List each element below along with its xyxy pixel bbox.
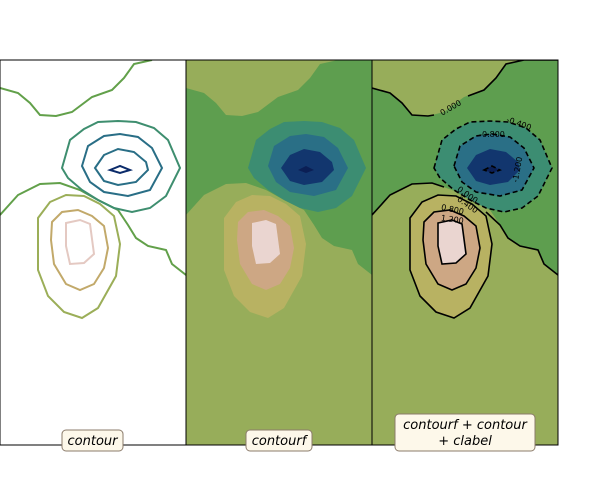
contour-line-level-m12 xyxy=(93,147,150,187)
caption-line: contourf + contour xyxy=(403,418,528,433)
fill-band-peak-neg xyxy=(298,166,314,173)
caption-text: contour xyxy=(68,434,120,449)
contour-line-level-04 xyxy=(409,194,493,319)
contour-line-level-04 xyxy=(37,193,122,320)
contour-line-level-0 xyxy=(372,182,445,216)
caption-text: contourf + contour + clabel xyxy=(403,418,528,449)
panel-contourf xyxy=(185,59,373,446)
caption-text: contourf xyxy=(252,434,309,449)
panel-contour xyxy=(0,59,187,446)
clabel-m08: -0.800 xyxy=(479,130,505,139)
caption-box xyxy=(394,413,536,452)
fill-band-peak-neg xyxy=(484,166,500,173)
contour-line-level-0 xyxy=(0,181,186,276)
caption-line: + clabel xyxy=(438,434,492,449)
contour-line-level-0 xyxy=(485,211,558,276)
clabel-m12: -1.200 xyxy=(511,156,524,183)
panel-combined: 0.000 -0.400 -0.800 -1.200 0.000 0.400 0… xyxy=(371,59,559,446)
contour-line-level-08 xyxy=(49,208,110,292)
caption-contour: contour xyxy=(61,429,124,452)
contour-line-level-peak-neg xyxy=(106,164,134,175)
caption-combined: contourf + contour + clabel xyxy=(394,413,536,452)
contour-line-level-12 xyxy=(437,219,467,265)
fill-band-above-12 xyxy=(252,220,280,264)
contour-line-level-m08 xyxy=(453,133,535,197)
clabel-12: 1.200 xyxy=(440,213,464,225)
contour-line-level-08 xyxy=(422,209,481,291)
contour-line-level-0 xyxy=(467,60,558,97)
caption-box xyxy=(245,429,313,452)
contour-line-level-0 xyxy=(0,60,153,118)
contour-line-level-12 xyxy=(65,218,96,266)
caption-box xyxy=(61,429,124,452)
contour-line-level-0 xyxy=(372,87,435,117)
fill-band-above-12 xyxy=(438,220,466,264)
contour-line-level-m08 xyxy=(80,132,164,198)
contour-line-level-m04 xyxy=(60,119,182,214)
caption-contourf: contourf xyxy=(245,429,313,452)
contour-line-level-m12 xyxy=(482,165,502,174)
contour-line-level-m04 xyxy=(433,120,553,213)
